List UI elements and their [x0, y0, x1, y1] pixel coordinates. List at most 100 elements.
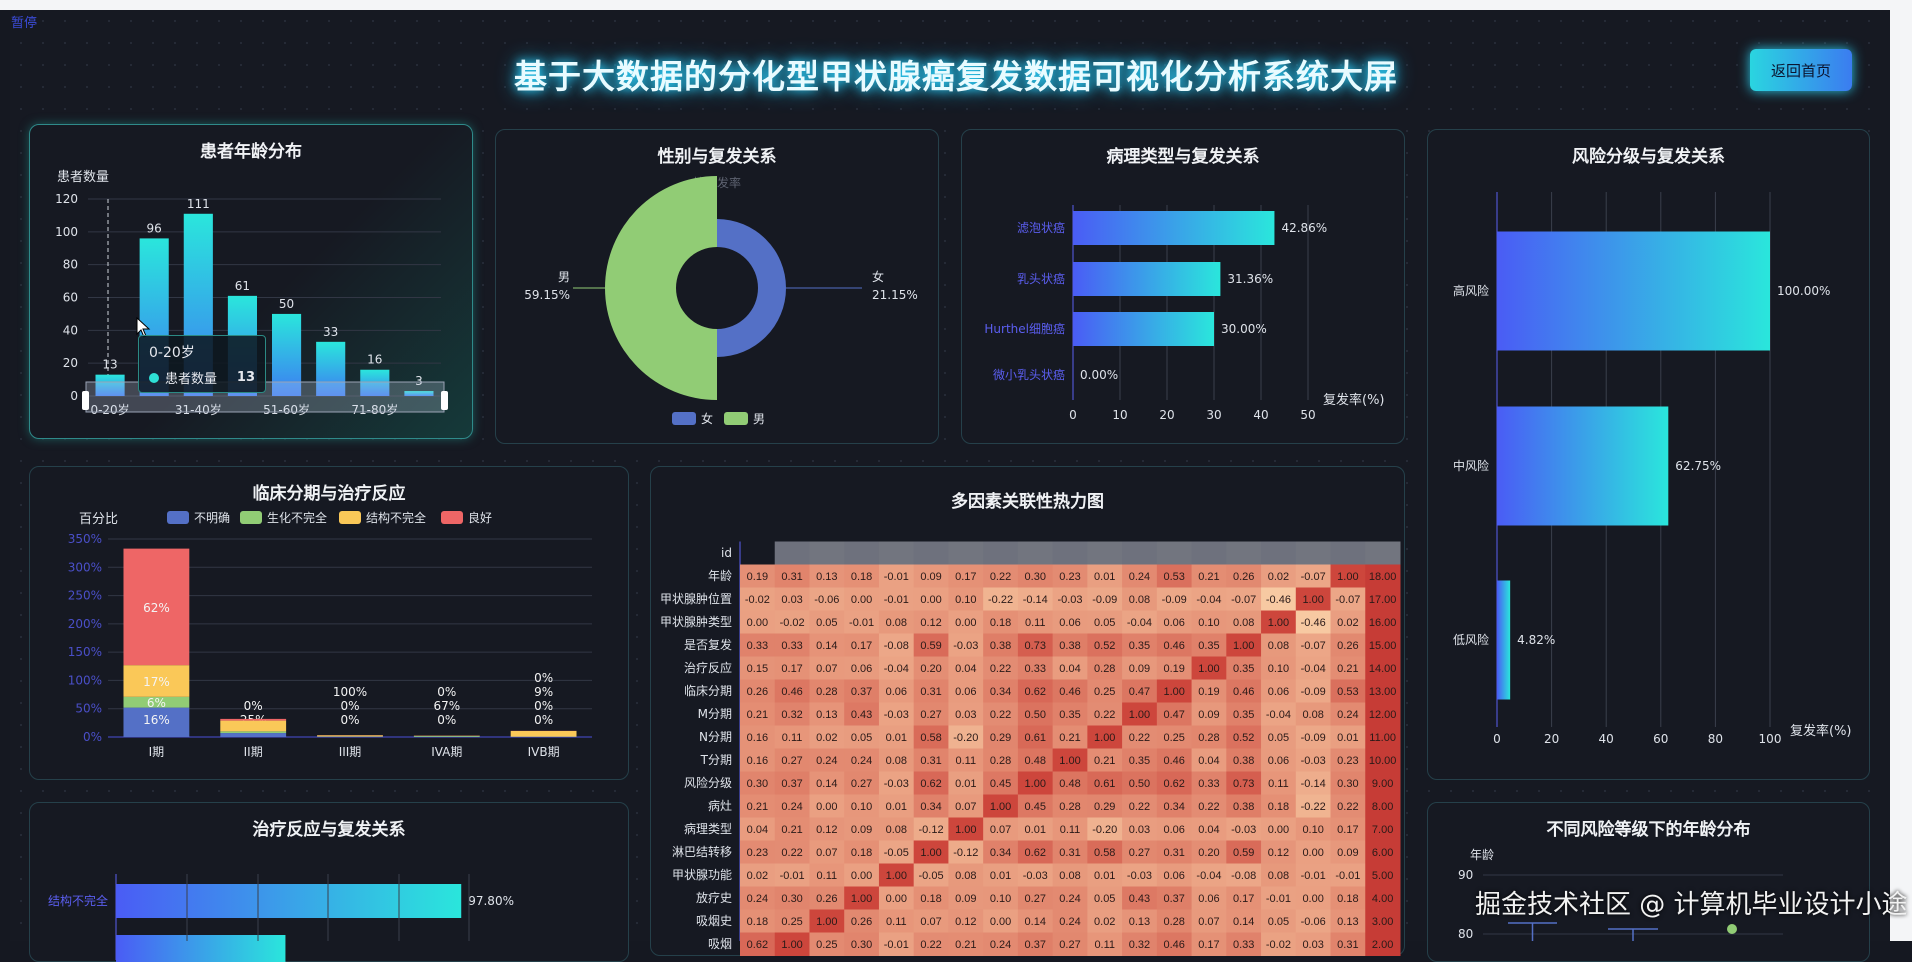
data-zoom-handle-left[interactable]: [82, 391, 89, 410]
segment-label: 0%: [340, 713, 359, 727]
heatmap-cell-value: 0.09: [851, 824, 872, 836]
heatmap-cell-value: 0.38: [1233, 801, 1254, 813]
heatmap-cell-value: -0.03: [884, 709, 909, 721]
heatmap-cell-value: 0.09: [920, 571, 941, 583]
heatmap-cell-value: 0.01: [1094, 571, 1115, 583]
heatmap-row-label: 甲状腺肿位置: [660, 591, 732, 606]
heatmap-cell-value: 0.24: [1059, 916, 1080, 928]
heatmap-cell-value: 0.35: [1233, 709, 1254, 721]
heatmap-cell-value: 8.00: [1372, 801, 1393, 813]
heatmap-cell-value: 0.43: [851, 709, 872, 721]
x-tick-label: IVB期: [528, 745, 560, 759]
heatmap-cell-value: 0.03: [781, 594, 802, 606]
watermark: 掘金技术社区 @ 计算机毕业设计小途: [1475, 884, 1908, 921]
boxplot-outlier-point: [1727, 924, 1737, 934]
heatmap-cell-value: 0.33: [781, 640, 802, 652]
heatmap-cell-value: 0.38: [1233, 755, 1254, 767]
heatmap-cell-value: -0.01: [1335, 870, 1360, 882]
stacked-bar-segment: [414, 736, 480, 737]
bar-value-label: 33: [323, 325, 338, 339]
heatmap-cell-value: 0.26: [851, 916, 872, 928]
x-tick-label: 80: [1708, 732, 1723, 746]
heatmap-cell-empty: [1331, 542, 1366, 566]
heatmap-cell-value: 0.14: [816, 778, 837, 790]
bar-value-label: 50: [279, 297, 294, 311]
heatmap-cell-value: 0.09: [1337, 847, 1358, 859]
heatmap-cell-value: 0.10: [851, 801, 872, 813]
heatmap-cell-value: 0.38: [1059, 640, 1080, 652]
y-tick-label: 300%: [68, 560, 102, 574]
heatmap-cell-value: 0.30: [747, 778, 768, 790]
heatmap-cell-value: 0.17: [955, 571, 976, 583]
x-tick-label: 60: [1653, 732, 1668, 746]
y-tick-label: 350%: [68, 532, 102, 546]
heatmap-cell-value: 0.00: [816, 801, 837, 813]
y-category-label: 微小乳头状癌: [993, 367, 1065, 382]
heatmap-cell-value: 0.03: [1129, 824, 1150, 836]
x-tick-label: 50: [1300, 408, 1315, 422]
heatmap-cell-value: -0.03: [1231, 824, 1256, 836]
heatmap-cell-value: 0.06: [1268, 686, 1289, 698]
y-category-label: 滤泡状癌: [1017, 220, 1065, 235]
x-tick-label: II期: [244, 745, 263, 759]
heatmap-cell-value: -0.07: [1301, 640, 1326, 652]
heatmap-cell-value: 0.18: [990, 617, 1011, 629]
heatmap-cell-value: -0.20: [953, 732, 978, 744]
data-zoom-handle-right[interactable]: [441, 391, 448, 410]
heatmap-cell-value: 0.45: [1025, 801, 1046, 813]
heatmap-cell-value: 1.00: [1094, 732, 1115, 744]
legend-label: 良好: [468, 510, 492, 525]
heatmap-cell-value: 0.01: [886, 801, 907, 813]
heatmap-cell-value: 0.33: [747, 640, 768, 652]
heatmap-cell-value: 0.27: [1025, 893, 1046, 905]
heatmap-cell-value: 0.10: [1268, 663, 1289, 675]
heatmap-cell-value: 0.18: [1268, 801, 1289, 813]
heatmap-cell-value: 3.00: [1372, 916, 1393, 928]
heatmap-cell-value: 0.35: [1129, 755, 1150, 767]
heatmap-cell-value: 0.22: [1094, 709, 1115, 721]
segment-label: 9%: [534, 685, 553, 699]
heatmap-cell-value: 0.20: [920, 663, 941, 675]
heatmap-cell-value: 0.45: [990, 778, 1011, 790]
heatmap-cell-value: 0.01: [955, 778, 976, 790]
heatmap-cell-value: 0.00: [1268, 824, 1289, 836]
heatmap-cell-value: 0.06: [1198, 893, 1219, 905]
y-tick-label: 90: [1458, 868, 1473, 882]
heatmap-cell-value: 0.05: [1268, 916, 1289, 928]
segment-label: 16%: [143, 713, 170, 727]
pie-slice-female: [717, 219, 786, 357]
y-tick-label: 80: [63, 258, 78, 272]
stacked-bar-segment: [511, 731, 577, 737]
heatmap-cell-value: 0.22: [990, 571, 1011, 583]
heatmap-cell-value: 11.00: [1369, 732, 1396, 744]
heatmap-cell-value: -0.08: [1231, 870, 1256, 882]
heatmap-cell-value: 0.14: [1025, 916, 1046, 928]
heatmap-cell-value: 0.07: [1198, 916, 1219, 928]
bar: [1497, 407, 1668, 526]
y-tick-label: 100: [55, 225, 78, 239]
heatmap-cell-value: -0.09: [1092, 594, 1117, 606]
heatmap-cell-value: 0.17: [1233, 893, 1254, 905]
heatmap-cell-value: 0.31: [1163, 847, 1184, 859]
heatmap-cell-value: -0.04: [1196, 870, 1221, 882]
heatmap-cell-value: 0.29: [1094, 801, 1115, 813]
heatmap-cell-value: 0.06: [1163, 824, 1184, 836]
heatmap-row-label: 放疗史: [696, 890, 732, 905]
heatmap-cell-value: -0.03: [1301, 755, 1326, 767]
heatmap-cell-value: 0.17: [1337, 824, 1358, 836]
heatmap-cell-value: 0.16: [747, 732, 768, 744]
bar-value-label: 0.00%: [1080, 368, 1118, 382]
y-axis-title: 年龄: [1470, 848, 1494, 862]
heatmap-cell-value: 0.34: [920, 801, 941, 813]
heatmap-cell-value: 0.00: [920, 594, 941, 606]
heatmap-cell-value: -0.04: [1266, 709, 1291, 721]
heatmap-cell-value: 0.28: [1163, 916, 1184, 928]
heatmap-cell-value: 0.43: [1129, 893, 1150, 905]
heatmap-cell-empty: [1226, 542, 1261, 566]
heatmap-row-label: 病理类型: [684, 821, 732, 836]
heatmap-row-label: 吸烟史: [696, 914, 732, 928]
heatmap-cell-value: 0.05: [816, 617, 837, 629]
heatmap-cell-value: 0.24: [1129, 571, 1150, 583]
heatmap-cell-value: 0.33: [1198, 778, 1219, 790]
heatmap-cell-value: 0.06: [1059, 617, 1080, 629]
